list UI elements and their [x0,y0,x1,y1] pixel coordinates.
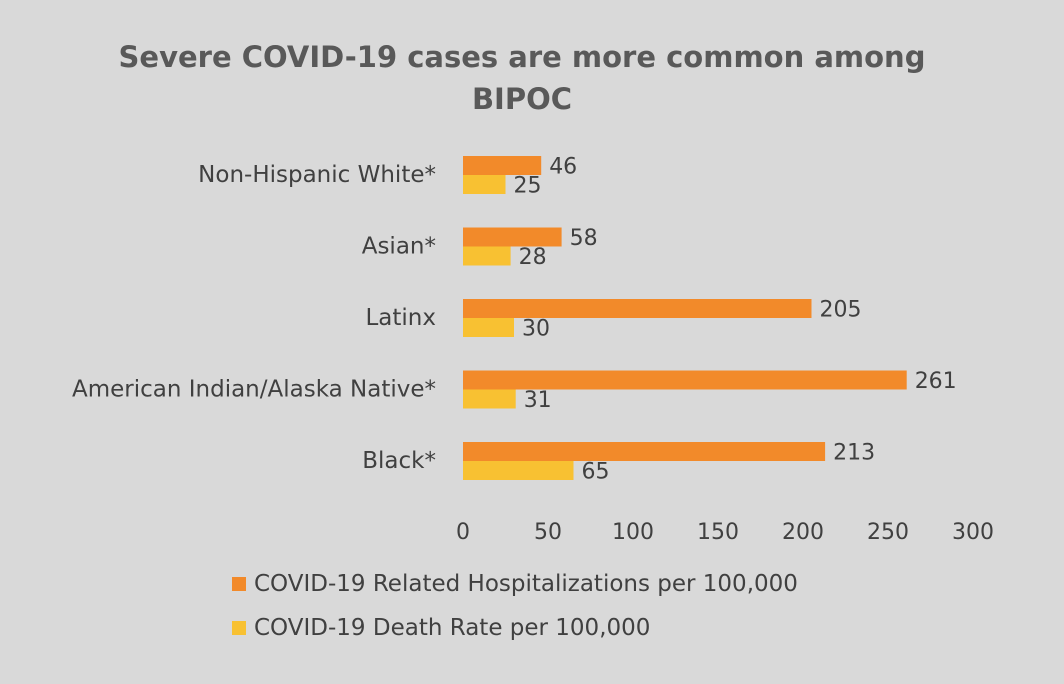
data-label: 65 [582,460,610,485]
bar-series-1 [463,442,826,461]
data-label: 213 [833,441,875,466]
data-label: 28 [519,245,547,270]
chart-title-line-2: BIPOC [471,82,573,116]
bar-series-2 [463,389,516,409]
bar-series-1 [463,227,562,247]
data-label: 25 [514,174,542,199]
category-label: Black* [362,448,436,474]
legend-item-1: COVID-19 Related Hospitalizations per 10… [232,562,798,606]
legend-item-2: COVID-19 Death Rate per 100,000 [232,606,798,650]
bar-series-2 [463,461,574,480]
x-tick-label: 100 [612,520,654,545]
bar-series-2 [463,318,514,337]
bar-series-1 [463,299,812,318]
bar-series-1 [463,156,542,175]
category-label: Non-Hispanic White* [198,162,436,188]
chart-title-line-1: Severe COVID-19 cases are more common am… [118,40,926,74]
legend-swatch [232,621,246,635]
x-tick-label: 50 [534,520,562,545]
x-tick-label: 200 [782,520,824,545]
data-label: 205 [820,298,862,323]
category-label: Asian* [362,234,436,260]
x-tick-label: 300 [952,520,994,545]
category-label: American Indian/Alaska Native* [72,377,436,403]
legend-label: COVID-19 Related Hospitalizations per 10… [254,571,798,597]
bar-series-2 [463,175,506,194]
bar-series-2 [463,246,511,266]
data-label: 261 [915,369,957,394]
x-tick-label: 250 [867,520,909,545]
category-label: Latinx [365,305,436,331]
data-label: 31 [524,388,552,413]
x-tick-label: 150 [697,520,739,545]
bar-series-1 [463,370,907,390]
legend-label: COVID-19 Death Rate per 100,000 [254,615,651,641]
data-label: 58 [570,226,598,251]
chart-title: Severe COVID-19 cases are more common am… [0,36,1044,120]
data-label: 30 [522,317,550,342]
x-tick-label: 0 [456,520,470,545]
legend-swatch [232,577,246,591]
data-label: 46 [549,155,577,180]
legend: COVID-19 Related Hospitalizations per 10… [232,562,798,650]
